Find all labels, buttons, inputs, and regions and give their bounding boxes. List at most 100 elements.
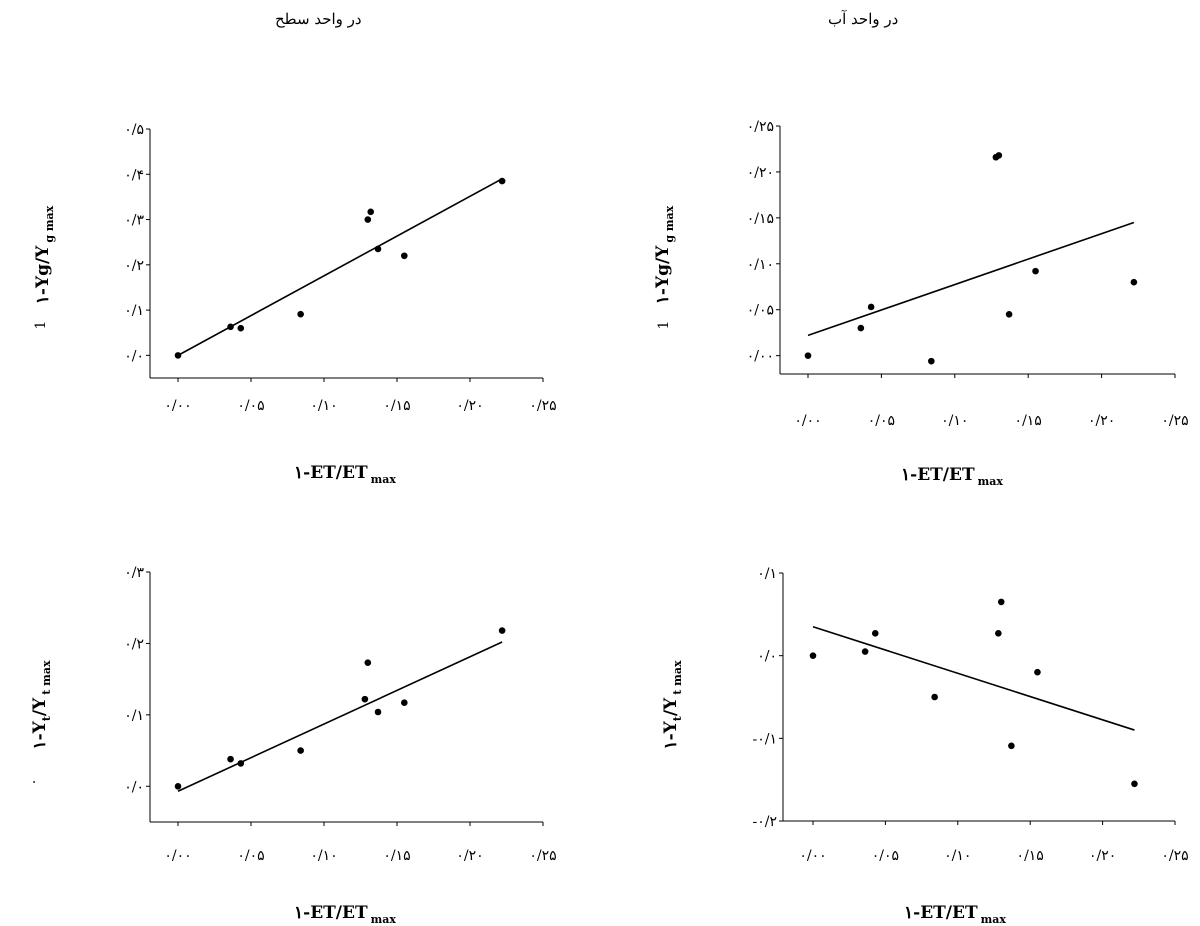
y-tick-label: ۰/۰۵ (747, 303, 774, 319)
data-point (374, 708, 382, 716)
x-tick-label: ۰/۲۰ (1089, 848, 1116, 864)
x-tick-label: ۰/۰۵ (872, 848, 899, 864)
data-point (297, 747, 304, 754)
x-axis-label: ۱-ET/ET max (294, 463, 396, 486)
x-tick-label: ۰/۱۵ (1017, 848, 1044, 864)
x-tick-label: ۰/۲۰ (1088, 413, 1115, 429)
x-tick-label: ۰/۰۰ (164, 848, 191, 864)
chart-2: ۰/۰۰ ۰/۰۵ ۰/۱۰ ۰/۱۵ ۰/۲۰ ۰/۲۵ ۰/۰۰ ۰/۰۵ ۰/۱۰ ۰/۱۵… (653, 119, 1189, 488)
y-tick-label: ۰/۲۵ (747, 119, 774, 135)
data-point (401, 699, 408, 707)
data-point (227, 323, 234, 331)
trendline (807, 221, 1135, 337)
x-tick-label: ۰/۱۰ (941, 413, 968, 429)
y-tick-label: ۰/۰۰ (747, 349, 774, 365)
data-point (297, 310, 304, 318)
data-point (1005, 310, 1013, 318)
y-tick-label: -۰/۲ (753, 814, 778, 830)
y-axis-label: ۱-Yt/Yt max (30, 660, 53, 749)
data-point (1130, 278, 1138, 286)
side-mark: 1 (33, 321, 49, 330)
x-tick-label: ۰/۱۵ (383, 848, 410, 864)
column-title-right: در واحد آب (828, 10, 899, 28)
y-tick-label: ۰/۱۰ (747, 257, 774, 273)
data-point (364, 659, 372, 667)
x-tick-label: ۰/۱۰ (310, 398, 337, 414)
data-point (361, 695, 369, 703)
data-point (364, 216, 372, 223)
x-tick-label: ۰/۲۵ (529, 848, 556, 864)
y-tick-label: ۰/۰ (757, 649, 777, 665)
y-axis-label: ۱-Yt/Yt max (661, 660, 684, 749)
data-point (928, 357, 935, 365)
chart-1: ۰/۰ ۰/۱ ۰/۲ ۰/۳ ۰/۴ ۰/۵ ۰/۰۰ ۰/۰۵ ۰/۱۰ ۰/۱۵ ۰/۲۰ ۰/… (33, 122, 557, 486)
data-point (498, 627, 506, 634)
y-tick-label: ۰/۵ (124, 122, 144, 138)
y-tick-label: ۰/۳ (124, 565, 144, 581)
y-tick-label: -۰/۱ (753, 731, 778, 747)
trendline (812, 625, 1135, 731)
x-tick-label: ۰/۰۰ (794, 413, 821, 429)
column-title-left: در واحد سطح (275, 10, 362, 28)
x-tick-label: ۰/۲۰ (456, 398, 483, 414)
y-tick-label: ۰/۱ (124, 303, 144, 319)
data-point (174, 782, 182, 790)
trendline (177, 641, 503, 793)
data-point (997, 598, 1005, 606)
y-tick-label: ۰/۰ (124, 348, 144, 364)
x-tick-label: ۰/۰۰ (799, 848, 826, 864)
side-mark: . (23, 780, 39, 784)
data-point (367, 208, 375, 216)
x-axis-label: ۱-ET/ET max (901, 465, 1003, 488)
data-point (931, 693, 938, 701)
data-point (237, 324, 245, 332)
y-axis-label: ۱-Yg/Yg max (33, 205, 56, 304)
data-point (857, 324, 865, 332)
x-tick-label: ۰/۱۵ (1015, 413, 1042, 429)
x-axis-label: ۱-ET/ET max (294, 903, 396, 926)
x-axis-label: ۱-ET/ET max (904, 903, 1006, 926)
y-tick-label: ۰/۱ (757, 566, 777, 582)
x-tick-label: ۰/۲۵ (1161, 848, 1188, 864)
y-tick-label: ۰/۲ (124, 258, 144, 274)
y-tick-label: ۰/۳ (124, 213, 144, 229)
data-point (871, 630, 879, 637)
data-point (227, 755, 234, 763)
data-point (174, 352, 182, 359)
trendline (177, 178, 503, 357)
x-tick-label: ۰/۱۵ (383, 398, 410, 414)
chart-3: ۰/۰ ۰/۱ ۰/۲ ۰/۳ ۰/۰۰ ۰/۰۵ ۰/۱۰ ۰/۱۵ ۰/۲۰ ۰/۲۵ ۱-ET… (23, 565, 557, 926)
y-tick-label: ۰/۱۵ (747, 211, 774, 227)
x-tick-label: ۰/۰۵ (237, 398, 264, 414)
y-tick-label: ۰/۲۰ (747, 165, 774, 181)
x-tick-label: ۰/۰۵ (868, 413, 895, 429)
x-tick-label: ۰/۲۵ (529, 398, 556, 414)
x-tick-label: ۰/۱۰ (310, 848, 337, 864)
data-point (995, 152, 1003, 159)
side-mark: 1 (656, 321, 672, 330)
data-point (867, 303, 875, 311)
y-tick-label: ۰/۱ (124, 708, 144, 724)
data-point (498, 177, 506, 185)
data-point (1131, 780, 1138, 788)
data-point (809, 652, 817, 659)
x-tick-label: ۰/۰۵ (237, 848, 264, 864)
data-point (1034, 668, 1041, 676)
y-tick-label: ۰/۲ (124, 636, 144, 652)
data-point (804, 352, 812, 359)
y-tick-label: ۰/۴ (124, 167, 144, 183)
data-point (374, 245, 382, 253)
x-tick-label: ۰/۲۵ (1161, 413, 1188, 429)
data-point (861, 648, 869, 655)
data-point (401, 252, 408, 260)
y-tick-label: ۰/۰ (124, 779, 144, 795)
chart-4: -۰/۲ -۰/۱ ۰/۰ ۰/۱ ۰/۰۰ ۰/۰۵ ۰/۱۰ ۰/۱۵ ۰/۲۰ ۰/۲۵ ۱-… (661, 566, 1189, 926)
data-point (1008, 742, 1015, 750)
x-tick-label: ۰/۰۰ (164, 398, 191, 414)
data-point (1032, 267, 1039, 275)
y-axis-label: ۱-Yg/Yg max (653, 205, 676, 304)
x-tick-label: ۰/۱۰ (944, 848, 971, 864)
x-tick-label: ۰/۲۰ (456, 848, 483, 864)
data-point (995, 630, 1002, 637)
